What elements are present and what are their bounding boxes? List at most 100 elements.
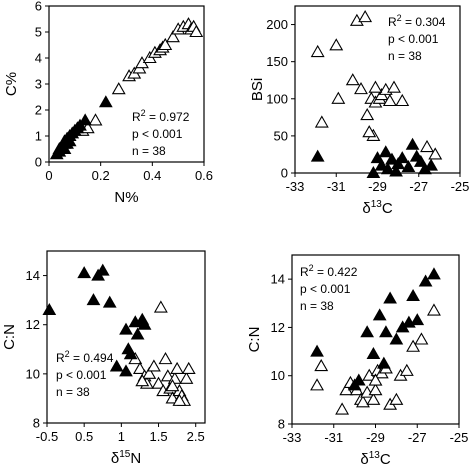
- filled-triangle-point: [137, 317, 152, 330]
- stat-r2-value: = 0.972: [146, 110, 190, 124]
- filled-triangle-point: [376, 356, 391, 369]
- filled-triangle-point: [102, 295, 117, 308]
- x-axis-label-main: δ: [360, 451, 368, 468]
- filled-triangle-point: [395, 151, 410, 164]
- filled-triangle-point: [378, 145, 393, 158]
- y-tick-label: 50: [274, 128, 288, 143]
- stat-n: n = 38: [300, 299, 334, 313]
- x-axis-label-sup: 15: [119, 449, 131, 460]
- open-triangle-point: [395, 93, 410, 107]
- x-axis-label: N%: [114, 189, 138, 206]
- y-tick-label: 150: [266, 54, 288, 69]
- filled-triangle-point: [424, 158, 438, 171]
- filled-triangle-point: [109, 359, 124, 372]
- x-tick-label: -27: [409, 179, 428, 194]
- filled-triangle-point: [119, 322, 133, 335]
- open-triangle-point: [335, 402, 350, 415]
- open-triangle-point: [356, 395, 370, 408]
- open-triangle-point: [158, 37, 173, 51]
- stat-r2-sup: 2: [397, 13, 402, 23]
- y-tick-label: 3: [35, 77, 42, 92]
- filled-triangle-point: [383, 291, 397, 304]
- filled-triangle-point: [385, 152, 399, 165]
- filled-triangle-point: [77, 266, 92, 279]
- x-axis-label-suffix: N: [130, 450, 141, 467]
- open-triangle-point: [360, 107, 375, 121]
- filled-triangle-point: [380, 162, 395, 175]
- y-axis-label: C%: [3, 72, 20, 96]
- open-triangle-point: [420, 139, 434, 153]
- x-axis-label-sup: 13: [371, 199, 383, 210]
- x-tick-label: -33: [286, 179, 305, 194]
- filled-triangle-point: [427, 267, 441, 280]
- filled-triangle-point: [374, 158, 389, 171]
- stat-p-value: p < 0.001: [388, 32, 439, 46]
- x-tick-label: -25: [451, 179, 470, 194]
- filled-triangle-point: [418, 274, 433, 287]
- x-tick-label: 0.6: [195, 168, 213, 183]
- open-triangle-point: [366, 392, 381, 405]
- filled-triangle-point: [98, 95, 113, 108]
- open-triangle-point: [165, 379, 180, 392]
- x-tick-label: -33: [283, 430, 302, 445]
- filled-triangle-point: [406, 289, 420, 302]
- stat-p-value: p < 0.001: [56, 368, 107, 382]
- stat-p-value: p < 0.001: [300, 282, 351, 296]
- y-tick-label: 0: [281, 166, 288, 181]
- stat-r2-value: = 0.494: [70, 351, 114, 365]
- stat-r2-label: R: [132, 110, 141, 124]
- y-axis-label: BSi: [249, 78, 266, 101]
- open-triangle-point: [135, 374, 150, 387]
- x-axis-label-main: δ: [111, 450, 119, 467]
- open-triangle-point: [142, 366, 157, 379]
- x-tick-label: -29: [366, 430, 385, 445]
- open-triangle-point: [170, 361, 185, 374]
- y-tick-label: 8: [278, 417, 285, 432]
- filled-triangle-point: [366, 165, 381, 178]
- open-triangle-point: [368, 80, 383, 93]
- x-tick-label: 0: [45, 168, 52, 183]
- x-axis-label: δ15N: [111, 449, 141, 467]
- open-triangle-point: [399, 363, 414, 376]
- x-tick-label: -0.5: [36, 429, 58, 444]
- filled-triangle-point: [78, 113, 93, 126]
- stat-r2-sup: 2: [309, 263, 314, 273]
- open-triangle-point: [88, 113, 103, 126]
- x-axis-label: δ13C: [362, 199, 392, 217]
- open-triangle-point: [427, 303, 441, 316]
- filled-triangle-point: [351, 373, 366, 386]
- open-triangle-point: [389, 392, 404, 405]
- x-tick-label: 2.5: [187, 429, 205, 444]
- open-triangle-point: [329, 38, 344, 51]
- stat-r2-label: R: [388, 15, 397, 29]
- filled-triangle-point: [123, 347, 138, 360]
- y-tick-label: 8: [33, 416, 40, 431]
- filled-triangle-point: [389, 164, 403, 177]
- x-tick-label: -25: [450, 430, 469, 445]
- x-tick-label: -31: [324, 430, 343, 445]
- open-triangle-point: [146, 359, 161, 372]
- x-tick-label: -29: [368, 179, 387, 194]
- y-tick-label: 12: [26, 317, 40, 332]
- y-tick-label: 200: [266, 17, 288, 32]
- stat-n: n = 38: [388, 49, 422, 63]
- open-triangle-point: [406, 339, 421, 352]
- open-triangle-point: [368, 383, 383, 396]
- filled-triangle-point: [95, 263, 110, 276]
- open-triangle-point: [132, 361, 147, 374]
- filled-triangle-point: [370, 151, 385, 164]
- y-tick-label: 12: [271, 320, 285, 335]
- x-axis-label-main: N%: [114, 189, 138, 206]
- open-triangle-point: [428, 147, 443, 160]
- open-triangle-point: [172, 393, 187, 406]
- stat-r2-value: = 0.422: [314, 265, 358, 279]
- y-tick-label: 10: [271, 368, 285, 383]
- open-triangle-point: [160, 369, 175, 382]
- stat-n: n = 38: [56, 385, 90, 399]
- open-triangle-point: [153, 300, 168, 313]
- filled-triangle-point: [360, 325, 375, 338]
- x-axis-label-sup: 13: [369, 450, 381, 461]
- y-tick-label: 2: [35, 103, 42, 118]
